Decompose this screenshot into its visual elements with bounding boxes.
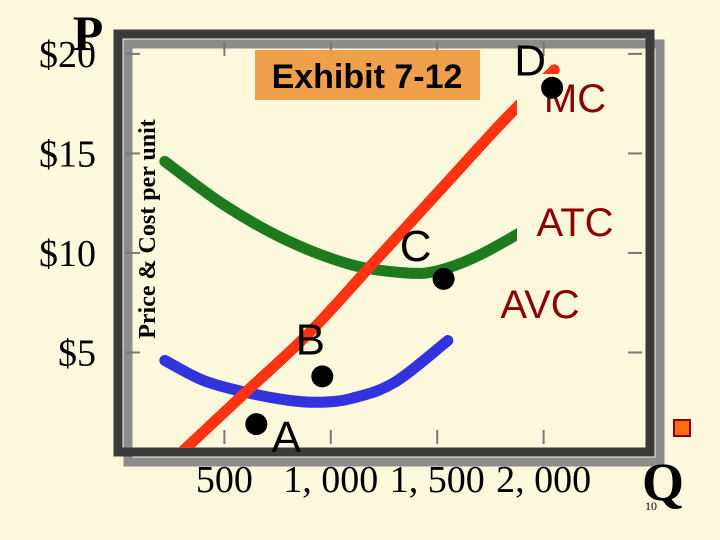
title-box	[255, 50, 480, 100]
series-line-avc	[159, 335, 454, 408]
series-label-bg-atc	[517, 198, 633, 244]
series-line-atc	[159, 155, 550, 279]
series-label-avc: AVC	[500, 283, 579, 327]
point-marker-a	[245, 413, 268, 436]
series-label-atc: ATC	[536, 201, 613, 245]
point-label-a: A	[272, 413, 302, 462]
y-axis-letter: P	[73, 5, 104, 61]
y-tick-label: $10	[39, 233, 96, 275]
plot-frame	[113, 29, 655, 457]
series-label-bg-mc	[517, 74, 633, 120]
x-tick-label: 500	[196, 459, 253, 501]
point-label-c: C	[400, 222, 432, 271]
x-axis-label: Q	[642, 452, 684, 512]
series-label-bg-avc	[482, 280, 598, 326]
series-line-mc	[178, 64, 560, 448]
point-marker-b	[311, 365, 334, 388]
x-tick-label: 2, 000	[496, 459, 591, 501]
point-marker-c	[432, 267, 455, 290]
point-label-d: D	[514, 37, 546, 86]
x-tick-label: 1, 000	[283, 459, 378, 501]
y-tick-label: $20	[39, 34, 96, 76]
page-number: 10	[645, 499, 657, 513]
x-tick-label: 1, 500	[390, 459, 485, 501]
y-tick-label: $15	[39, 133, 96, 175]
curves-group	[159, 64, 560, 448]
point-label-b: B	[296, 315, 325, 364]
corner-square	[673, 419, 691, 437]
y-tick-label: $5	[58, 332, 96, 374]
chart-title: Exhibit 7-12	[272, 58, 463, 96]
y-axis-label: Price & Cost per unit	[135, 119, 161, 339]
point-marker-d	[541, 76, 564, 99]
